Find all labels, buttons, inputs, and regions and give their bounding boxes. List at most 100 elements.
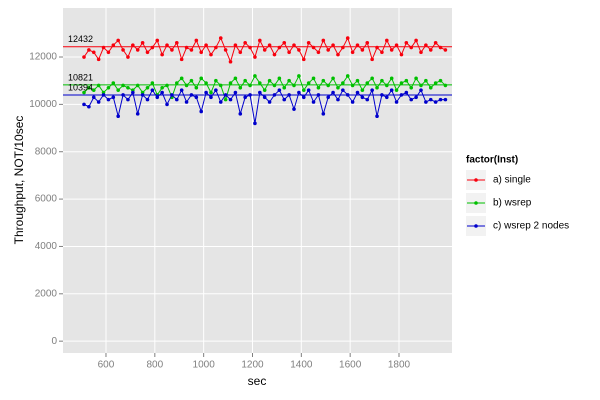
data-point [145,85,150,90]
x-tick-label: 1800 [388,360,411,371]
data-point [116,88,120,92]
data-point [204,43,208,47]
data-point [228,81,233,85]
data-point [404,78,409,83]
data-point [262,48,267,52]
data-point [355,43,360,47]
data-point [350,100,355,104]
data-point [389,76,394,81]
data-point [292,43,296,47]
data-point [243,78,247,83]
data-point [228,97,233,102]
data-point [184,45,189,50]
data-point [301,95,306,100]
data-point [297,74,301,78]
data-point [414,95,418,100]
data-point [184,100,189,104]
data-point [433,81,438,85]
data-point [375,85,379,90]
data-point [424,43,428,47]
data-point [145,50,150,55]
data-point [209,52,213,57]
data-point [331,43,335,47]
data-point [433,41,438,45]
data-point [311,100,316,104]
data-point [238,85,243,90]
data-point [214,45,218,50]
data-point [345,74,350,78]
data-point [189,78,194,83]
data-point [248,45,252,50]
data-point [82,102,86,107]
data-point [238,112,243,116]
data-point [375,114,379,119]
data-point [394,100,399,104]
data-point [121,48,125,52]
data-point [131,43,135,47]
data-point [389,48,394,52]
data-point [135,48,140,52]
y-tick-label: 10000 [29,99,57,110]
data-point [160,52,164,57]
data-point [399,52,404,57]
data-point [394,88,399,92]
data-point [214,78,218,83]
data-point [106,97,111,102]
data-point [150,88,155,92]
data-point [345,36,350,40]
data-point [179,76,184,81]
data-point [277,88,282,92]
data-point [438,97,443,102]
data-point [214,88,218,92]
data-point [365,97,370,102]
data-point [82,55,86,59]
data-point [380,78,384,83]
legend-label: c) wsrep 2 nodes [493,221,569,232]
data-point [223,97,228,102]
data-point [428,85,433,90]
data-point [135,112,140,116]
data-point [111,81,116,85]
data-point [160,85,164,90]
data-point [160,90,164,95]
data-point [350,50,355,55]
data-point [258,90,262,95]
data-point [253,121,257,126]
x-tick-label: 1000 [193,360,216,371]
data-point [223,48,228,52]
data-point [155,95,160,100]
data-point [218,36,223,40]
y-tick-label: 8000 [35,146,58,157]
legend-key-point [474,224,478,228]
data-point [204,81,208,85]
data-point [189,48,194,52]
data-point [306,81,311,85]
data-point [385,38,389,43]
x-axis-title: sec [248,374,267,388]
data-point [287,50,291,55]
x-tick-label: 600 [98,360,115,371]
mean-label: 10821 [68,72,93,82]
data-point [370,76,374,81]
data-point [131,90,135,95]
data-point [199,76,204,81]
data-point [365,41,370,45]
data-point [277,76,282,81]
data-point [297,48,301,52]
data-point [336,85,340,90]
data-point [282,85,287,90]
data-point [360,95,365,100]
data-point [258,81,262,85]
legend-label: a) single [493,175,531,186]
data-point [287,78,291,83]
data-point [341,45,345,50]
data-point [174,97,179,102]
data-point [194,95,199,100]
mean-label: 10394 [68,82,93,92]
data-point [116,114,120,119]
data-point [282,41,287,45]
data-point [262,88,267,92]
data-point [116,38,120,43]
data-point [311,76,316,81]
data-point [380,50,384,55]
